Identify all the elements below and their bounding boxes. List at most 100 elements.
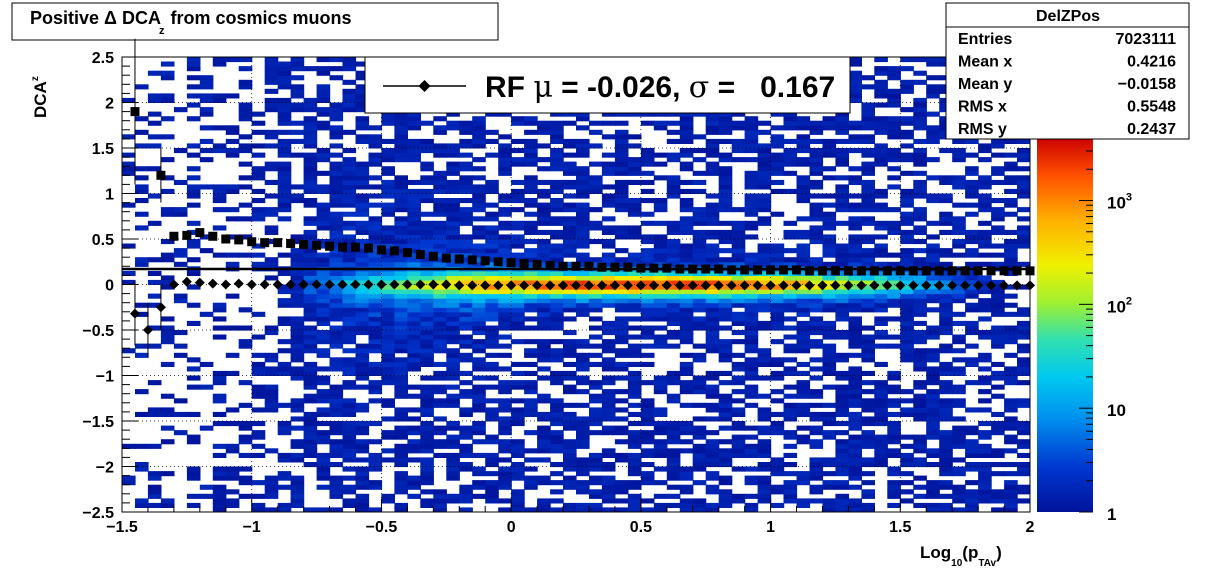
heatmap-cell	[692, 229, 707, 235]
heatmap-cell	[212, 334, 227, 340]
heatmap-cell	[952, 284, 966, 290]
heatmap-cell	[303, 157, 318, 163]
heatmap-cell	[537, 448, 551, 454]
heatmap-cell	[978, 380, 992, 386]
heatmap-cell	[316, 261, 331, 267]
heatmap-cell	[848, 97, 862, 103]
diamond-marker	[142, 325, 153, 335]
heatmap-cell	[627, 211, 642, 217]
heatmap-cell	[394, 480, 408, 486]
heatmap-cell	[965, 229, 979, 235]
heatmap-cell	[991, 462, 1005, 468]
heatmap-cell	[433, 252, 447, 258]
heatmap-cell	[900, 239, 914, 245]
heatmap-cell	[692, 284, 707, 290]
heatmap-cell	[589, 129, 603, 135]
heatmap-cell	[135, 184, 149, 190]
heatmap-cell	[926, 88, 940, 94]
heatmap-cell	[589, 393, 603, 399]
heatmap-cell	[874, 93, 888, 99]
heatmap-cell	[848, 248, 862, 254]
heatmap-cell	[420, 270, 434, 276]
heatmap-cell	[653, 261, 668, 267]
heatmap-cell	[394, 380, 408, 386]
heatmap-cell	[212, 370, 227, 376]
heatmap-cell	[524, 270, 538, 276]
heatmap-cell	[965, 188, 979, 194]
title-suffix: from cosmics muons	[170, 8, 351, 28]
heatmap-cell	[368, 325, 383, 331]
heatmap-cell	[394, 339, 408, 345]
heatmap-cell	[511, 207, 525, 213]
heatmap-cell	[368, 380, 383, 386]
heatmap-cell	[1004, 161, 1018, 167]
heatmap-cell	[835, 357, 849, 363]
heatmap-cell	[303, 370, 318, 376]
heatmap-cell	[264, 57, 279, 63]
heatmap-cell	[563, 166, 577, 172]
heatmap-cell	[848, 325, 862, 331]
heatmap-cell	[394, 129, 408, 135]
heatmap-cell	[848, 138, 862, 144]
heatmap-cell	[147, 484, 162, 490]
heatmap-cell	[861, 480, 875, 486]
heatmap-cell	[731, 220, 746, 226]
heatmap-cell	[939, 248, 953, 254]
heatmap-cell	[576, 471, 590, 477]
heatmap-cell	[939, 298, 953, 304]
heatmap-cell	[718, 416, 733, 422]
heatmap-cell	[991, 393, 1005, 399]
heatmap-cell	[264, 389, 279, 395]
heatmap-cell	[926, 270, 940, 276]
heatmap-cell	[446, 462, 460, 468]
heatmap-cell	[939, 348, 953, 354]
heatmap-cell	[900, 143, 914, 149]
heatmap-cell	[472, 480, 486, 486]
heatmap-cell	[394, 425, 408, 431]
heatmap-cell	[381, 402, 395, 408]
heatmap-cell	[563, 457, 577, 463]
heatmap-cell	[329, 143, 344, 149]
heatmap-cell	[524, 289, 538, 295]
heatmap-cell	[718, 462, 733, 468]
heatmap-cell	[913, 484, 927, 490]
heatmap-cell	[874, 307, 888, 313]
heatmap-cell	[1004, 402, 1018, 408]
heatmap-cell	[394, 316, 408, 322]
heatmap-cell	[770, 166, 785, 172]
heatmap-cell	[459, 380, 473, 386]
heatmap-cell	[692, 302, 707, 308]
heatmap-cell	[887, 261, 901, 267]
heatmap-cell	[705, 279, 720, 285]
heatmap-cell	[601, 498, 616, 504]
heatmap-cell	[420, 407, 434, 413]
heatmap-cell	[627, 361, 642, 367]
heatmap-cell	[550, 471, 564, 477]
heatmap-cell	[666, 225, 681, 231]
heatmap-cell	[731, 239, 746, 245]
heatmap-cell	[524, 248, 538, 254]
heatmap-cell	[978, 143, 992, 149]
heatmap-cell	[576, 289, 590, 295]
heatmap-cell	[705, 489, 720, 495]
heatmap-cell	[368, 252, 383, 258]
heatmap-cell	[407, 339, 421, 345]
heatmap-cell	[835, 493, 849, 499]
heatmap-cell	[978, 398, 992, 404]
heatmap-cell	[485, 275, 499, 281]
heatmap-cell	[666, 188, 681, 194]
heatmap-cell	[173, 398, 188, 404]
diamond-marker	[350, 279, 361, 290]
heatmap-cell	[576, 402, 590, 408]
heatmap-cell	[744, 375, 759, 381]
heatmap-cell	[718, 325, 733, 331]
heatmap-cell	[926, 111, 940, 117]
heatmap-cell	[524, 148, 538, 154]
y-tick-label: 0	[105, 278, 114, 295]
heatmap-cell	[770, 257, 785, 263]
diamond-marker	[285, 279, 296, 290]
y-axis-label: DCAz	[30, 76, 50, 118]
heatmap-cell	[913, 275, 927, 281]
heatmap-cell	[303, 184, 318, 190]
heatmap-cell	[653, 380, 668, 386]
